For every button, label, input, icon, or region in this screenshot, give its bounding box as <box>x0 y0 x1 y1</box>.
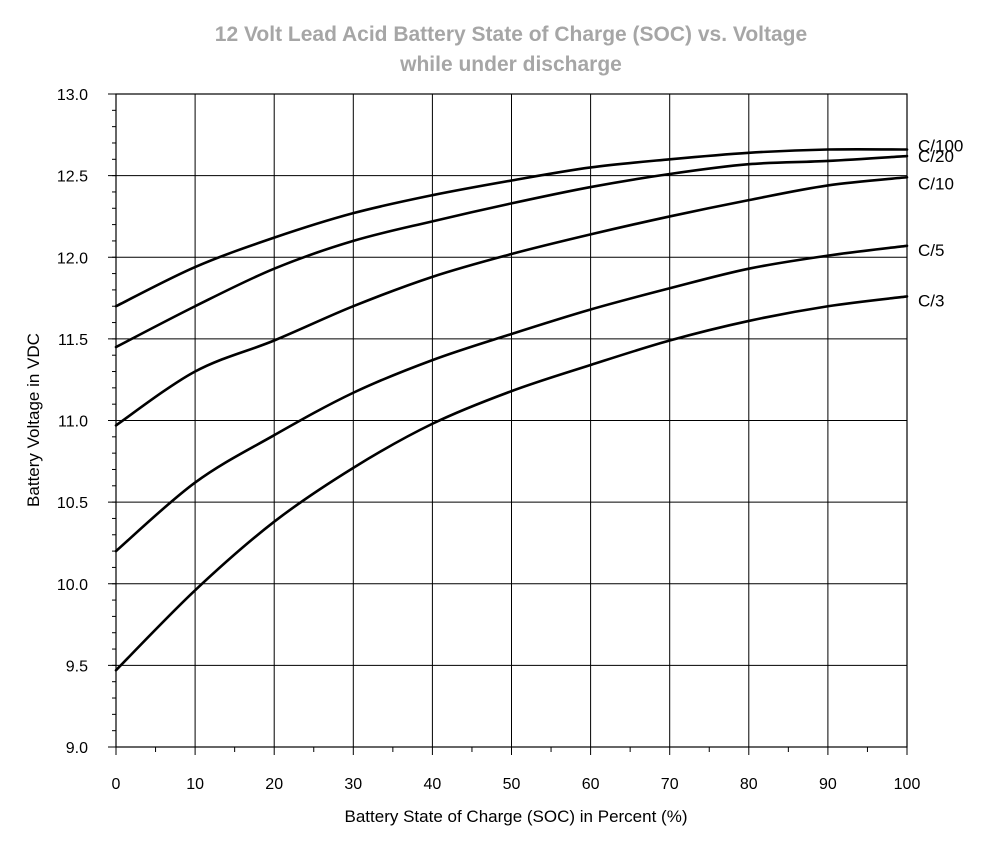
labels: 0 10 20 30 40 50 60 70 80 90 100 9.0 9.5 10.0 10.5 11.0… <box>57 87 964 793</box>
y-tick-label: 11.0 <box>58 414 88 431</box>
y-tick-label: 12.0 <box>57 250 88 267</box>
series-label-c-3: C/3 <box>918 291 944 310</box>
series-line-c-5 <box>114 244 909 553</box>
x-tick-label: 40 <box>424 776 442 793</box>
axes <box>108 93 908 755</box>
x-tick-label: 0 <box>112 776 121 793</box>
series-label-c-5: C/5 <box>918 241 944 260</box>
y-tick-label: 9.0 <box>66 740 88 757</box>
series-label-c-10: C/10 <box>918 174 954 193</box>
x-tick-label: 60 <box>582 776 600 793</box>
x-tick-label: 70 <box>661 776 679 793</box>
series-lines <box>114 147 909 672</box>
y-tick-label: 9.5 <box>66 658 88 675</box>
series-label-c-100: C/100 <box>918 137 963 156</box>
x-tick-label: 20 <box>265 776 283 793</box>
series-line-c-100 <box>114 147 909 308</box>
x-tick-label: 100 <box>894 776 921 793</box>
y-axis-title: Battery Voltage in VDC <box>24 333 43 507</box>
grid <box>116 94 907 747</box>
series-line-c-3 <box>114 295 909 672</box>
chart-title-line1: 12 Volt Lead Acid Battery State of Charg… <box>214 23 808 46</box>
plot-frame <box>115 93 908 748</box>
series-label-c-20: C/20 <box>918 147 954 166</box>
y-tick-label: 13.0 <box>57 87 88 104</box>
x-axis-title: Battery State of Charge (SOC) in Percent… <box>345 807 688 826</box>
series-line-c-20 <box>114 154 909 349</box>
chart-subtitle: while under discharge <box>400 53 622 76</box>
chart-title: 12 Volt Lead Acid Battery State of Charg… <box>0 20 995 80</box>
x-tick-label: 10 <box>186 776 204 793</box>
x-tick-label: 30 <box>344 776 362 793</box>
x-tick-label: 50 <box>503 776 521 793</box>
y-tick-label: 12.5 <box>57 169 88 186</box>
y-tick-label: 10.5 <box>57 495 88 512</box>
y-tick-label: 10.0 <box>57 577 88 594</box>
y-tick-label: 11.5 <box>58 332 88 349</box>
series-line-c-10 <box>114 175 909 427</box>
x-tick-label: 90 <box>819 776 837 793</box>
x-tick-label: 80 <box>740 776 758 793</box>
